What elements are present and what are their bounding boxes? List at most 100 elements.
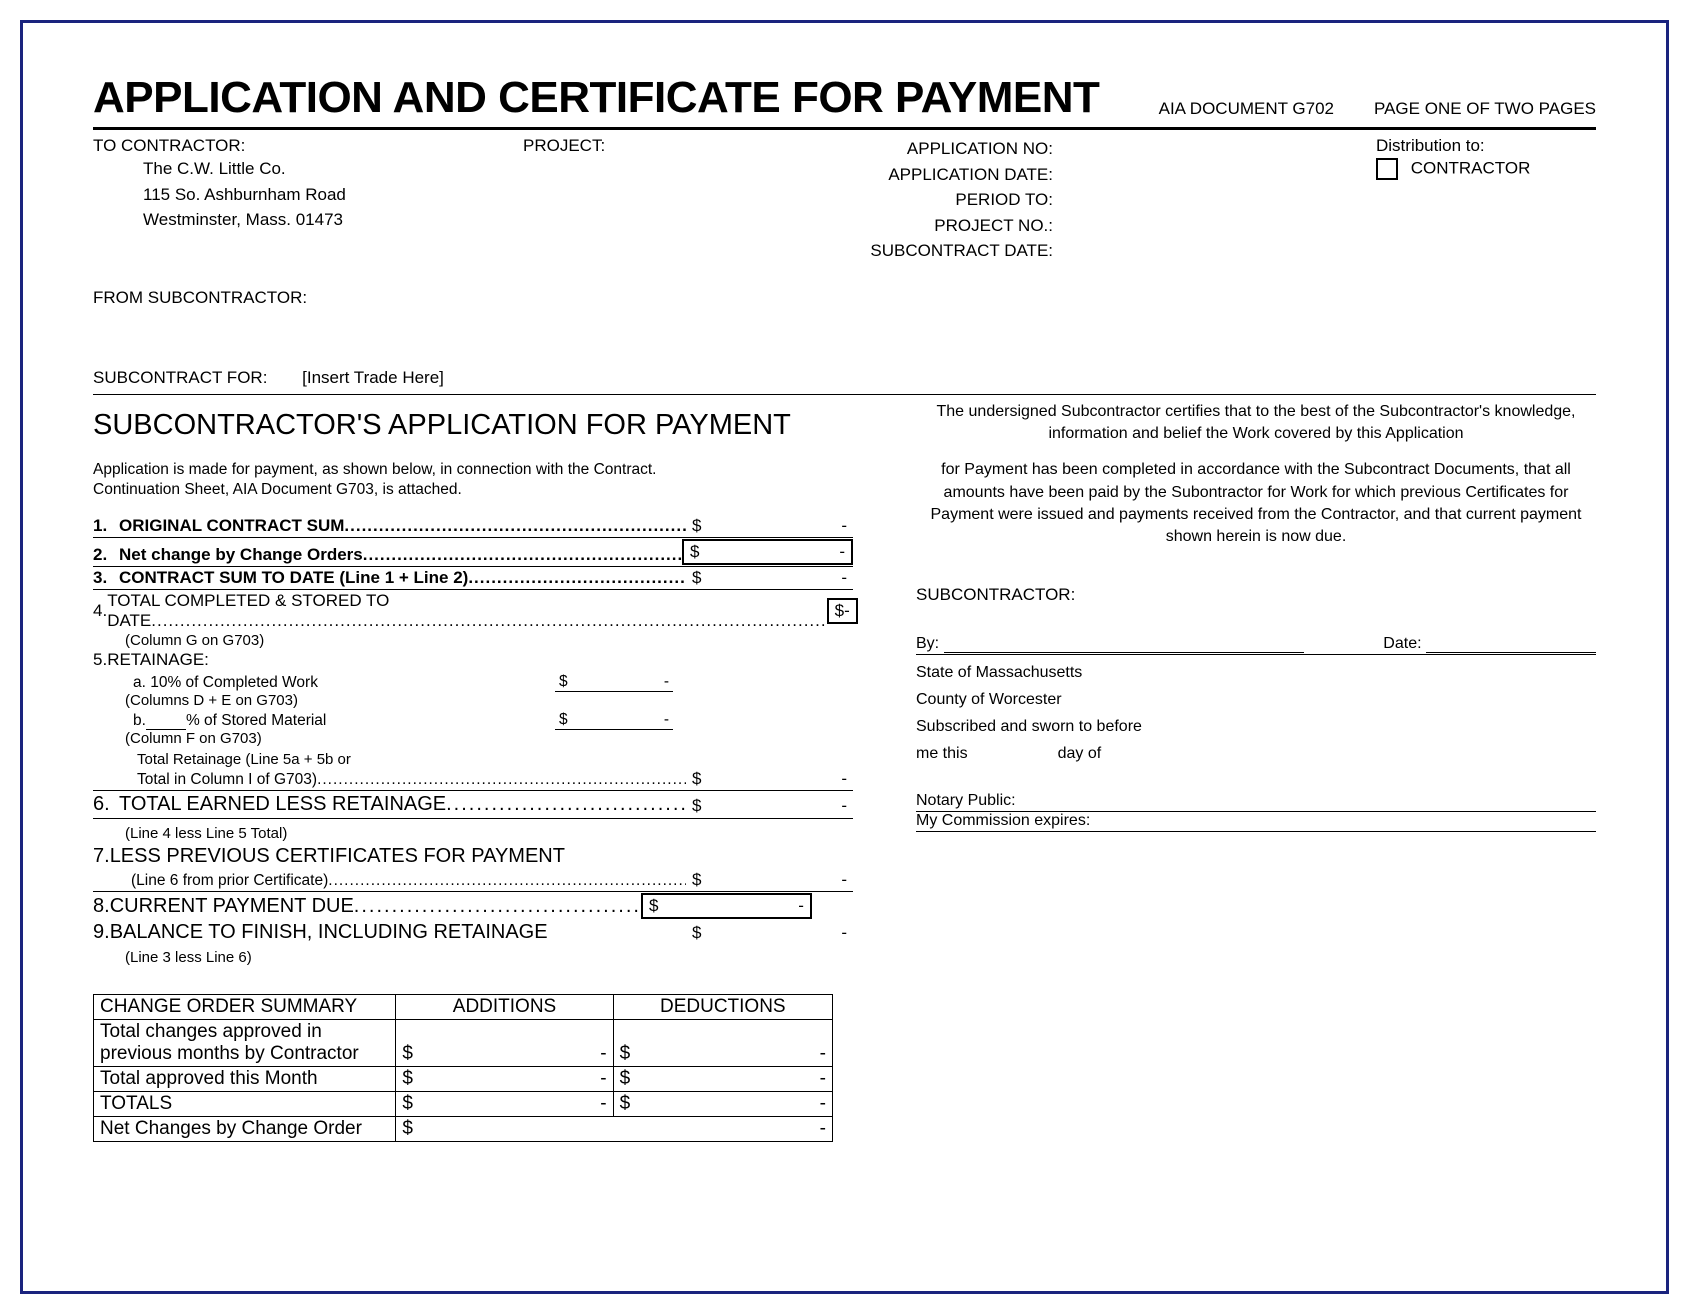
line-5-total-amount[interactable]: $- [686,769,853,789]
co-r2-add[interactable]: $- [402,1068,606,1090]
subcontract-for-row: SUBCONTRACT FOR: [Insert Trade Here] [93,368,1596,395]
line-5b-amount[interactable]: $- [555,711,673,730]
period-to-label: PERIOD TO: [853,187,1053,213]
line-1-amount[interactable]: $- [686,516,853,536]
line-8-num: 8. [93,895,110,918]
line-8: 8. CURRENT PAYMENT DUE $- [93,892,853,920]
date-line[interactable] [1426,652,1596,653]
right-column: The undersigned Subcontractor certifies … [916,401,1596,1143]
line-2-amount[interactable]: $- [682,539,853,565]
app-note-2: Continuation Sheet, AIA Document G703, i… [93,480,853,501]
line-5b: b. % of Stored Material $- [93,711,853,730]
app-date-label: APPLICATION DATE: [853,162,1053,188]
line-8-text: CURRENT PAYMENT DUE [110,895,641,918]
line-8-amount[interactable]: $- [641,893,812,919]
line-5a-amount[interactable]: $- [555,673,673,692]
app-note-1: Application is made for payment, as show… [93,460,853,481]
signature-row: By: Date: [916,635,1596,655]
line-1-text: ORIGINAL CONTRACT SUM [119,516,686,536]
line-3-num: 3. [93,568,119,588]
to-contractor-label: TO CONTRACTOR: [93,136,523,156]
line-7-sub: (Line 6 from prior Certificate) [119,872,686,890]
line-5b-post: % of Stored Material [186,712,326,730]
co-r2-ded[interactable]: $- [620,1068,826,1090]
line-5-total2: Total in Column I of G703) [119,771,686,789]
line-9-num: 9. [93,921,110,944]
main-title: APPLICATION AND CERTIFICATE FOR PAYMENT [93,73,1159,123]
line-6-amount[interactable]: $- [686,796,853,816]
line-3-amount[interactable]: $- [686,568,853,588]
line-4: 4. TOTAL COMPLETED & STORED TO DATE $- [93,590,853,632]
from-subcontractor-label: FROM SUBCONTRACTOR: [93,288,1596,308]
co-r1a: Total changes approved in [100,1021,389,1043]
contractor-addr1: 115 So. Ashburnham Road [143,182,523,208]
state-line: State of Massachusetts [916,659,1596,686]
title-row: APPLICATION AND CERTIFICATE FOR PAYMENT … [93,73,1596,130]
line-3-text: CONTRACT SUM TO DATE (Line 1 + Line 2) [119,568,686,588]
page-id: PAGE ONE OF TWO PAGES [1374,99,1596,123]
contractor-checkbox[interactable] [1376,158,1398,180]
line-7-text: LESS PREVIOUS CERTIFICATES FOR PAYMENT [110,845,565,868]
project-label: PROJECT: [523,136,853,156]
certification-text-1: The undersigned Subcontractor certifies … [916,401,1596,446]
co-r3-add[interactable]: $- [402,1093,606,1115]
line-1: 1. ORIGINAL CONTRACT SUM $- [93,515,853,538]
body: SUBCONTRACTOR'S APPLICATION FOR PAYMENT … [93,401,1596,1143]
co-r1-ded[interactable]: $- [620,1043,826,1065]
line-5-num: 5. [93,650,107,670]
dist-contractor-label: CONTRACTOR [1411,158,1531,177]
line-2: 2. Net change by Change Orders $- [93,538,853,567]
co-r3: TOTALS [94,1092,396,1117]
co-r1-add[interactable]: $- [402,1043,606,1065]
co-row-month: Total approved this Month $- $- [94,1067,833,1092]
subcontractor-app-title: SUBCONTRACTOR'S APPLICATION FOR PAYMENT [93,409,853,442]
application-note: Application is made for payment, as show… [93,460,853,502]
subcontractor-label: SUBCONTRACTOR: [916,585,1596,605]
line-3: 3. CONTRACT SUM TO DATE (Line 1 + Line 2… [93,567,853,590]
line-4-sub: (Column G on G703) [93,632,853,649]
insert-trade-placeholder[interactable]: [Insert Trade Here] [302,368,444,388]
co-r1b: previous months by Contractor [100,1043,389,1065]
left-column: SUBCONTRACTOR'S APPLICATION FOR PAYMENT … [93,401,853,1143]
sworn-line: Subscribed and sworn to before [916,713,1596,740]
dist-label: Distribution to: [1376,136,1596,156]
co-header-deductions: DEDUCTIONS [613,995,832,1020]
me-this-line: me thisday of [916,740,1596,767]
line-items: 1. ORIGINAL CONTRACT SUM $- 2. Net chang… [93,515,853,966]
line-7-amount[interactable]: $- [686,870,853,890]
co-header-summary: CHANGE ORDER SUMMARY [94,995,396,1020]
county-line: County of Worcester [916,686,1596,713]
application-meta-col: APPLICATION NO: APPLICATION DATE: PERIOD… [853,136,1053,264]
co-row-previous: Total changes approved inprevious months… [94,1020,833,1067]
line-2-num: 2. [93,545,119,565]
project-col: PROJECT: [523,136,853,264]
notary-public-block: Notary Public: My Commission expires: [916,792,1596,832]
contractor-name: The C.W. Little Co. [143,156,523,182]
line-5: 5. RETAINAGE: [93,649,853,671]
to-contractor-col: TO CONTRACTOR: The C.W. Little Co. 115 S… [93,136,523,264]
line-7-sub-row: (Line 6 from prior Certificate) $- [93,869,853,892]
notary-block: State of Massachusetts County of Worcest… [916,659,1596,768]
sig-date: Date: [1383,635,1596,653]
co-r2: Total approved this Month [94,1067,396,1092]
co-r3-ded[interactable]: $- [620,1093,826,1115]
co-r4-net[interactable]: $- [402,1118,826,1140]
co-row-totals: TOTALS $- $- [94,1092,833,1117]
line-9-amount[interactable]: $- [686,923,853,943]
line-9-text: BALANCE TO FINISH, INCLUDING RETAINAGE [110,921,548,944]
line-1-num: 1. [93,516,119,536]
subcontract-for-label: SUBCONTRACT FOR: [93,368,267,387]
line-2-text: Net change by Change Orders [119,545,682,565]
line-4-text: TOTAL COMPLETED & STORED TO DATE [107,591,826,631]
line-5-total1: Total Retainage (Line 5a + 5b or [93,751,853,768]
subcontract-date-label: SUBCONTRACT DATE: [853,238,1053,264]
line-4-num: 4. [93,601,107,621]
co-header-additions: ADDITIONS [396,995,613,1020]
change-order-summary-table: CHANGE ORDER SUMMARY ADDITIONS DEDUCTION… [93,994,833,1142]
contractor-address: The C.W. Little Co. 115 So. Ashburnham R… [143,156,523,233]
signature-line[interactable] [944,652,1304,653]
line-4-amount[interactable]: $- [827,598,858,624]
project-no-label: PROJECT NO.: [853,213,1053,239]
line-5a: a. 10% of Completed Work $- [93,673,853,692]
line-9-sub: (Line 3 less Line 6) [93,949,853,966]
